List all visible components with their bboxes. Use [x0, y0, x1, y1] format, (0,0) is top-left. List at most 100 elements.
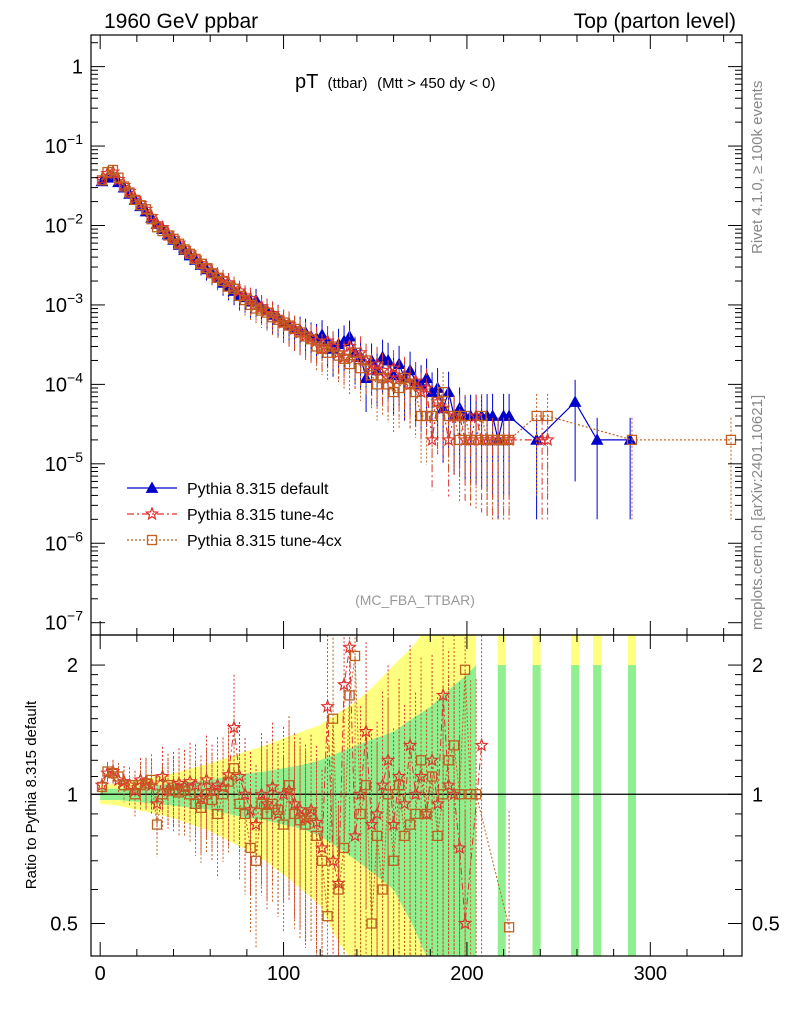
data-point	[443, 410, 454, 422]
ratio-y-tick-label: 0.5	[50, 913, 78, 935]
data-point	[333, 350, 344, 361]
data-point	[173, 238, 185, 249]
main-y-tick-base: 10	[45, 374, 67, 396]
ratio-data-point	[157, 789, 168, 800]
series-line	[101, 171, 548, 441]
ratio-data-point	[375, 777, 390, 792]
data-point	[369, 356, 385, 371]
ratio-data-point	[364, 816, 379, 831]
data-point	[283, 320, 295, 331]
ratio-data-point	[113, 771, 124, 782]
data-point	[377, 372, 388, 384]
ratio-data-point	[129, 789, 141, 800]
data-point	[408, 373, 423, 388]
ratio-data-point	[503, 922, 515, 933]
ratio-band-spike-green	[532, 665, 541, 956]
main-y-tick-base: 10	[45, 136, 67, 158]
header-process-label: Top (parton level)	[574, 10, 736, 33]
ratio-data-point	[391, 768, 407, 783]
ratio-data-point	[184, 789, 196, 800]
main-y-axis: 110−110−210−310−410−510−610−7	[45, 42, 742, 635]
ratio-data-point	[320, 699, 335, 713]
ratio-data-point	[349, 650, 361, 662]
data-point	[355, 363, 366, 374]
data-point	[124, 187, 135, 198]
data-point	[366, 370, 377, 381]
main-y-tick-exponent: −5	[67, 449, 83, 465]
ratio-data-point	[410, 808, 421, 820]
main-y-tick-label: 10−7	[45, 608, 83, 635]
ratio-data-point	[344, 690, 355, 701]
data-point	[492, 434, 504, 446]
ratio-uncertainty-bands	[91, 635, 742, 956]
ratio-data-point	[254, 786, 269, 801]
data-point	[349, 347, 361, 358]
data-point	[470, 434, 482, 446]
data-point	[487, 434, 498, 446]
data-point	[424, 432, 440, 447]
ratio-data-point	[371, 830, 383, 842]
ratio-data-point	[155, 768, 170, 783]
ratio-data-point	[333, 884, 344, 895]
legend-marker	[144, 506, 160, 521]
main-y-tick-exponent: −3	[67, 290, 83, 306]
data-point	[399, 372, 410, 384]
main-y-tick-exponent: −7	[67, 608, 83, 624]
ratio-data-point	[316, 855, 328, 866]
ratio-data-point	[388, 855, 399, 866]
main-y-tick-label: 10−5	[45, 449, 83, 476]
ratio-data-point	[237, 786, 253, 801]
data-point	[267, 312, 278, 323]
ratio-data-point	[454, 789, 465, 800]
ratio-y-tick-label-right: 0.5	[752, 913, 780, 935]
data-point	[421, 410, 432, 422]
data-point	[96, 175, 108, 186]
ratio-data-point	[305, 808, 317, 820]
data-point	[568, 395, 582, 407]
data-point	[476, 410, 487, 422]
series-star	[94, 164, 555, 520]
data-point	[415, 410, 427, 422]
ratio-data-point	[322, 911, 333, 922]
data-point	[590, 433, 604, 445]
ratio-data-point	[399, 830, 410, 842]
ratio-data-point	[358, 723, 374, 738]
ratio-data-point	[283, 780, 295, 791]
data-point	[404, 379, 416, 390]
series-line	[101, 169, 731, 441]
ratio-data-point	[402, 737, 418, 752]
data-point	[256, 305, 267, 316]
ratio-band-spike-green	[497, 665, 506, 956]
ratio-data-point	[437, 789, 449, 800]
x-tick-label: 0	[95, 963, 106, 985]
ratio-data-point	[140, 778, 152, 789]
ratio-data-point	[424, 752, 440, 767]
main-y-tick-base: 1	[72, 57, 83, 79]
main-y-tick-exponent: −2	[67, 210, 83, 226]
data-point	[419, 380, 434, 395]
data-point	[371, 379, 383, 390]
data-point	[459, 410, 471, 422]
ratio-data-point	[162, 780, 174, 791]
ratio-data-point	[124, 780, 135, 791]
ratio-data-series	[94, 635, 515, 956]
x-tick-label: 200	[450, 963, 483, 985]
ratio-data-point	[168, 785, 179, 796]
mcplots-url-label: mcplots.cern.ch [arXiv:2401.10621]	[749, 395, 766, 630]
data-point	[162, 230, 174, 241]
ratio-data-point	[135, 780, 146, 791]
data-point	[410, 386, 421, 398]
ratio-data-point	[179, 785, 190, 796]
data-point	[322, 347, 333, 358]
ratio-data-point	[239, 808, 251, 820]
ratio-data-point	[276, 786, 291, 801]
x-tick-label: 300	[634, 963, 667, 985]
ratio-data-point	[256, 798, 267, 809]
ratio-data-point	[327, 713, 339, 724]
x-axis: 0 100 200 300	[95, 35, 725, 985]
ratio-data-point	[393, 780, 405, 791]
main-data-series	[94, 164, 737, 520]
ratio-data-point	[272, 804, 284, 815]
data-point	[217, 275, 229, 287]
data-point	[353, 345, 368, 359]
